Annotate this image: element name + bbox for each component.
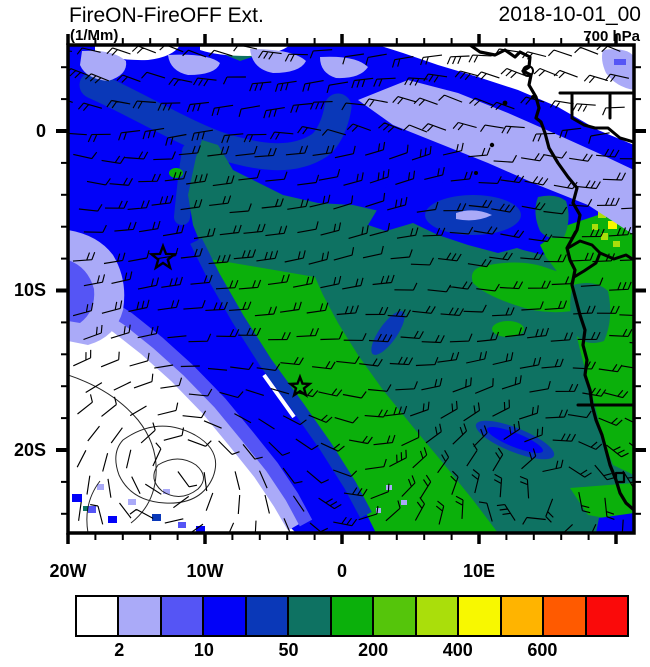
map-plot [56,34,646,544]
colorbar-cell-5 [289,597,332,635]
plot-datetime: 2018-10-01_00 [498,3,641,26]
white-land-region [378,45,634,145]
green-band [204,255,498,533]
x-tick-label-10e: 10E [462,561,496,581]
star-marker-1 [148,242,178,271]
colorbar-cell-12 [586,597,628,635]
colorbar-tick-label: 600 [527,640,558,660]
navy-band [79,71,352,171]
colorbar-tick-label: 400 [442,640,473,660]
colorbar-cell-0 [77,597,120,635]
x-tick-label-20w: 20W [49,561,87,581]
colorbar [75,595,629,637]
axis-ticks [56,34,646,544]
low-value-white-region [68,307,296,533]
y-tick-label-10s: 10S [13,280,46,300]
pressure-level-label: 700 hPa [581,28,640,45]
colorbar-cell-8 [416,597,460,635]
island-dots [474,95,535,175]
plot-units-label: (1/Mm) [70,27,119,44]
y-tick-label-0: 0 [35,121,46,141]
colorbar-cell-11 [544,597,587,635]
colorbar-tick-label: 2 [114,640,125,660]
colorbar-tick-label: 50 [278,640,299,660]
colorbar-cell-3 [204,597,247,635]
colorbar-tick-label: 200 [358,640,389,660]
coastline [468,45,634,512]
colorbar-cell-9 [459,597,502,635]
colorbar-cell-4 [246,597,290,635]
x-tick-label-0: 0 [336,561,348,581]
wind-barbs [68,45,634,533]
speckles [72,484,407,532]
x-tick-label-10w: 10W [186,561,224,581]
lavender-swath [358,80,634,235]
plot-title: FireON-FireOFF Ext. [69,4,264,27]
colorbar-cell-6 [331,597,375,635]
colorbar-cell-7 [374,597,417,635]
colorbar-cell-10 [501,597,545,635]
colorbar-cell-2 [161,597,205,635]
blue-streak [371,311,405,355]
filled-contour-field [68,45,634,533]
colorbar-tick-label: 10 [193,640,214,660]
star-markers [148,242,313,398]
star-marker-2 [287,373,313,398]
colorbar-cell-1 [119,597,162,635]
y-tick-label-20s: 20S [13,440,46,460]
